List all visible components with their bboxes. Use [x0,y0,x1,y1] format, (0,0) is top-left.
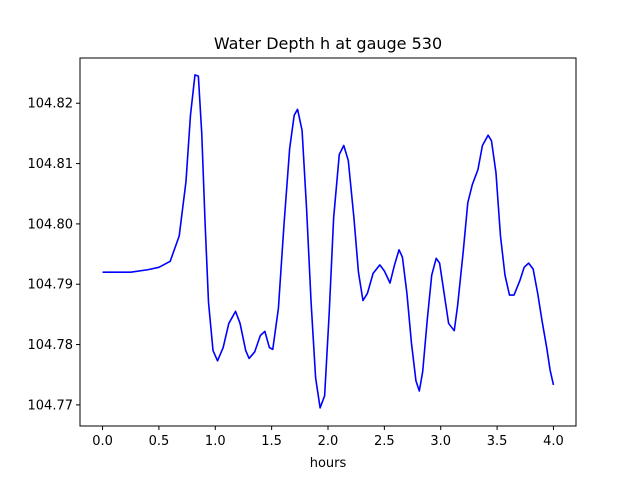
x-tick-label: 3.0 [430,434,451,449]
y-tick-label: 104.77 [28,398,74,413]
plot-area: 0.0 0.5 1.0 1.5 2.0 2.5 3.0 3.5 4.0 104.77 104.78 1… [28,57,577,449]
x-tick-label: 0.0 [92,434,113,449]
x-axis-label: hours [310,456,347,471]
x-tick-label: 2.5 [374,434,395,449]
chart-title: Water Depth h at gauge 530 [214,34,442,53]
x-tick-label: 4.0 [543,434,564,449]
y-tick-label: 104.80 [28,217,74,232]
x-tick-label: 2.0 [318,434,339,449]
y-tick-label: 104.78 [28,338,74,353]
y-tick-label: 104.79 [28,278,74,293]
y-tick-label: 104.82 [28,97,74,112]
x-tick-label: 1.0 [205,434,226,449]
y-tick-label: 104.81 [28,157,74,172]
series-line-0 [102,74,555,409]
x-tick-label: 1.5 [261,434,282,449]
x-tick-label: 0.5 [149,434,170,449]
x-tick-label: 3.5 [487,434,508,449]
